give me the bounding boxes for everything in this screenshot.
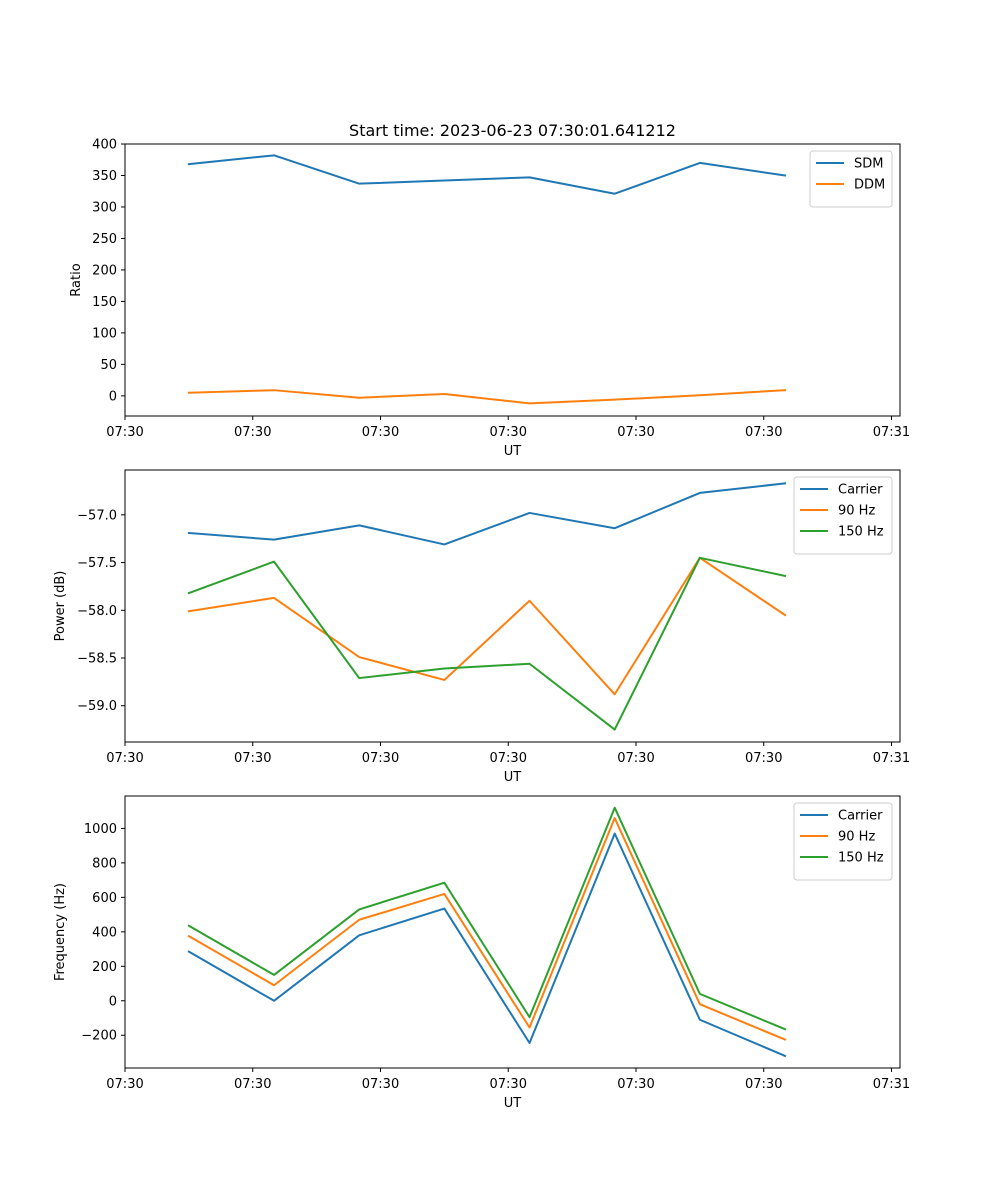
ratio-x-tick-label: 07:30: [106, 425, 143, 440]
ratio-legend-box: [809, 150, 893, 208]
ratio-y-tick-label: 50: [100, 358, 117, 373]
power-panel: 07:30 07:30 07:30 07:30 07:30 07:30 07:31 −59.0…: [53, 469, 910, 785]
ratio-x-tick-label: 07:30: [617, 425, 654, 440]
power-x-tick-label: 07:30: [362, 751, 399, 766]
frequency-legend-label: Carrier: [838, 809, 883, 824]
ratio-y-axis-label: Ratio: [69, 263, 84, 296]
ratio-y-tick-label: 350: [92, 169, 117, 184]
power-series-carrier-line: [187, 482, 787, 546]
ratio-axes-frame: [124, 143, 901, 417]
frequency-legend-label: 150 Hz: [838, 851, 884, 866]
ratio-x-axis-label: UT: [504, 444, 522, 459]
frequency-series-carrier-line: [187, 832, 787, 1058]
power-legend-box: [793, 476, 893, 555]
power-legend: Carrier 90 Hz 150 Hz: [793, 476, 893, 555]
ratio-panel: 07:30 07:30 07:30 07:30 07:30 07:30 07:31 0 50 10…: [69, 138, 910, 460]
frequency-y-tick-label: 1000: [84, 822, 117, 837]
power-x-tick-label: 07:30: [490, 751, 527, 766]
power-legend-label: Carrier: [838, 483, 883, 498]
ratio-y-tick-label: 200: [92, 263, 117, 278]
frequency-x-axis-label: UT: [504, 1096, 522, 1111]
power-series-90-hz-line: [187, 556, 787, 696]
ratio-x-tick-label: 07:30: [490, 425, 527, 440]
frequency-legend-label: 90 Hz: [838, 830, 875, 845]
frequency-x-tick-label: 07:30: [745, 1077, 782, 1092]
ratio-y-tick-label: 150: [92, 295, 117, 310]
ratio-y-tick-label: 100: [92, 326, 117, 341]
ratio-y-tick-label: 400: [92, 138, 117, 153]
power-x-tick-label: 07:30: [617, 751, 654, 766]
ratio-y-tick-label: 0: [109, 389, 117, 404]
frequency-legend-box: [793, 802, 893, 881]
frequency-x-tick-label: 07:30: [362, 1077, 399, 1092]
power-x-tick-label: 07:30: [106, 751, 143, 766]
frequency-legend: Carrier 90 Hz 150 Hz: [793, 802, 893, 881]
frequency-x-tick-label: 07:30: [106, 1077, 143, 1092]
ratio-legend-label: DDM: [854, 178, 885, 193]
power-y-tick-label: −57.0: [77, 508, 117, 523]
frequency-series-150-hz-line: [187, 806, 787, 1031]
ratio-y-tick-label: 300: [92, 200, 117, 215]
power-x-tick-label: 07:30: [745, 751, 782, 766]
power-x-tick-label: 07:31: [873, 751, 910, 766]
frequency-y-axis-label: Frequency (Hz): [53, 883, 68, 981]
power-legend-label: 150 Hz: [838, 525, 884, 540]
ratio-x-tick-label: 07:30: [362, 425, 399, 440]
frequency-y-tick-label: 800: [92, 856, 117, 871]
frequency-x-tick-label: 07:30: [490, 1077, 527, 1092]
frequency-series-90-hz-line: [187, 817, 787, 1041]
frequency-y-tick-label: 0: [109, 994, 117, 1009]
frequency-y-tick-label: 600: [92, 891, 117, 906]
power-plot-area: [125, 470, 900, 742]
ratio-plot-area: [125, 144, 900, 416]
frequency-x-tick-label: 07:31: [873, 1077, 910, 1092]
frequency-y-tick-label: −200: [81, 1029, 117, 1044]
frequency-y-tick-label: 400: [92, 925, 117, 940]
power-series-150-hz-line: [187, 556, 787, 731]
power-axes-frame: [124, 469, 901, 743]
power-y-tick-label: −58.5: [77, 652, 117, 667]
power-x-tick-label: 07:30: [234, 751, 271, 766]
ratio-legend: SDM DDM: [809, 150, 893, 208]
frequency-panel: 07:30 07:30 07:30 07:30 07:30 07:30 07:31 −200 0…: [53, 795, 910, 1111]
frequency-x-tick-label: 07:30: [617, 1077, 654, 1092]
power-x-axis-label: UT: [504, 770, 522, 785]
ratio-x-tick-label: 07:30: [234, 425, 271, 440]
ratio-series-ddm-line: [187, 389, 787, 405]
ratio-x-tick-label: 07:30: [745, 425, 782, 440]
power-y-tick-label: −59.0: [77, 699, 117, 714]
ratio-legend-label: SDM: [854, 157, 883, 172]
ratio-y-tick-label: 250: [92, 232, 117, 247]
ratio-series-sdm-line: [187, 154, 787, 195]
frequency-y-tick-label: 200: [92, 960, 117, 975]
power-y-tick-label: −58.0: [77, 604, 117, 619]
power-y-tick-label: −57.5: [77, 556, 117, 571]
frequency-x-tick-label: 07:30: [234, 1077, 271, 1092]
frequency-plot-area: [125, 796, 900, 1068]
ratio-x-tick-label: 07:31: [873, 425, 910, 440]
power-y-axis-label: Power (dB): [53, 571, 68, 642]
figure-title: Start time: 2023-06-23 07:30:01.641212: [349, 121, 676, 140]
power-legend-label: 90 Hz: [838, 504, 875, 519]
